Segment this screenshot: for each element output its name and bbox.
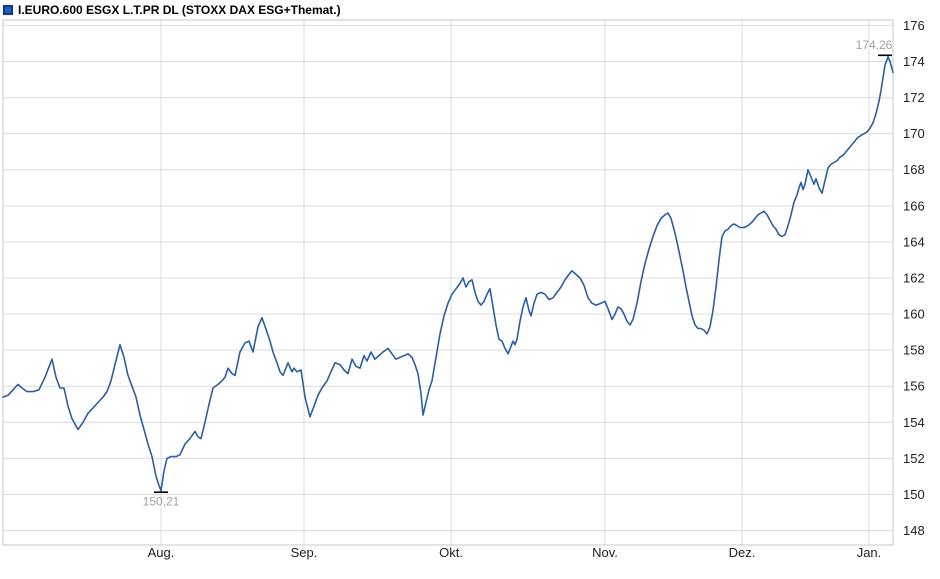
y-axis-label: 168 [903,162,925,177]
x-axis-label: Nov. [592,545,618,560]
y-axis-label: 166 [903,198,925,213]
low-annotation: 150,21 [143,495,180,509]
y-axis-label: 174 [903,54,925,69]
x-axis-label: Aug. [148,545,175,560]
x-axis-label: Jan. [857,545,882,560]
x-axis-label: Sep. [291,545,318,560]
y-axis-label: 156 [903,379,925,394]
y-axis-label: 148 [903,523,925,538]
y-axis-label: 172 [903,90,925,105]
chart-title: I.EURO.600 ESGX L.T.PR DL (STOXX DAX ESG… [18,2,341,17]
price-line [2,55,894,492]
y-axis-label: 150 [903,487,925,502]
chart-header: I.EURO.600 ESGX L.T.PR DL (STOXX DAX ESG… [3,2,341,17]
x-axis-label: Dez. [729,545,756,560]
y-axis-label: 164 [903,234,925,249]
y-axis-label: 176 [903,18,925,33]
y-axis-label: 158 [903,343,925,358]
plot-border [2,19,894,546]
x-axis-label: Okt. [439,545,463,560]
high-annotation: 174,26 [856,38,893,52]
y-axis-label: 170 [903,126,925,141]
y-axis-label: 154 [903,415,925,430]
y-axis-label: 162 [903,270,925,285]
y-axis-label: 152 [903,451,925,466]
y-axis-label: 160 [903,307,925,322]
series-legend-icon [3,4,13,15]
